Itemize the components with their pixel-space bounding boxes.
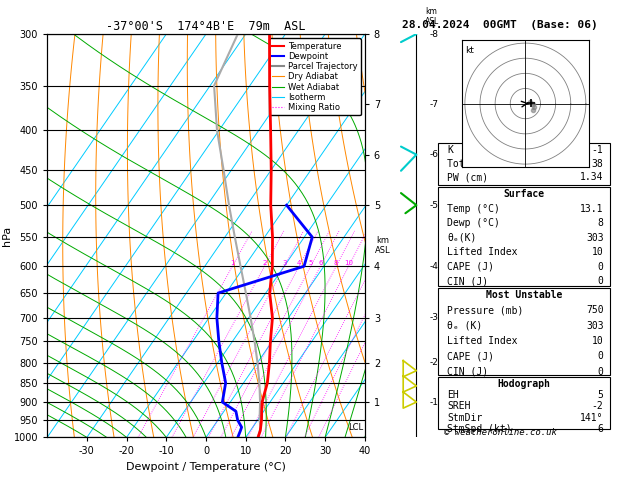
- Text: 5: 5: [308, 260, 313, 266]
- Text: -8: -8: [430, 30, 438, 38]
- Legend: Temperature, Dewpoint, Parcel Trajectory, Dry Adiabat, Wet Adiabat, Isotherm, Mi: Temperature, Dewpoint, Parcel Trajectory…: [269, 38, 360, 115]
- Text: CAPE (J): CAPE (J): [447, 262, 494, 272]
- Text: 8: 8: [598, 218, 604, 228]
- Text: Lifted Index: Lifted Index: [447, 336, 518, 346]
- Text: -3: -3: [430, 313, 438, 322]
- Text: -5: -5: [430, 201, 438, 209]
- Text: StmDir: StmDir: [447, 413, 482, 423]
- Text: -1: -1: [430, 398, 438, 407]
- Text: 141°: 141°: [580, 413, 604, 423]
- Text: -2: -2: [592, 401, 604, 412]
- Text: 0: 0: [598, 262, 604, 272]
- Text: LCL: LCL: [348, 423, 363, 432]
- Text: -7: -7: [430, 100, 438, 109]
- Text: 10: 10: [592, 336, 604, 346]
- Text: StmSpd (kt): StmSpd (kt): [447, 424, 512, 434]
- Text: © weatheronline.co.uk: © weatheronline.co.uk: [443, 428, 557, 436]
- Text: Dewp (°C): Dewp (°C): [447, 218, 500, 228]
- Text: 5: 5: [598, 390, 604, 400]
- Text: SREH: SREH: [447, 401, 470, 412]
- Y-axis label: km
ASL: km ASL: [375, 236, 391, 255]
- Text: 303: 303: [586, 321, 604, 331]
- Text: 38: 38: [592, 158, 604, 169]
- Text: 13.1: 13.1: [580, 204, 604, 214]
- Text: θₑ (K): θₑ (K): [447, 321, 482, 331]
- Text: PW (cm): PW (cm): [447, 173, 488, 182]
- Text: 1.34: 1.34: [580, 173, 604, 182]
- Text: Temp (°C): Temp (°C): [447, 204, 500, 214]
- Text: 10: 10: [344, 260, 353, 266]
- Text: -1: -1: [592, 145, 604, 155]
- Text: km
ASL: km ASL: [425, 6, 440, 26]
- Text: -6: -6: [430, 150, 438, 159]
- Text: 0: 0: [598, 277, 604, 286]
- Text: 0: 0: [598, 351, 604, 362]
- Text: Most Unstable: Most Unstable: [486, 290, 562, 300]
- Title: -37°00'S  174°4B'E  79m  ASL: -37°00'S 174°4B'E 79m ASL: [106, 20, 306, 33]
- Text: Lifted Index: Lifted Index: [447, 247, 518, 258]
- Bar: [438, 288, 610, 375]
- Text: K: K: [447, 145, 453, 155]
- Text: 6: 6: [318, 260, 323, 266]
- Text: 10: 10: [592, 247, 604, 258]
- Text: CIN (J): CIN (J): [447, 277, 488, 286]
- Text: 1: 1: [230, 260, 235, 266]
- Text: 3: 3: [282, 260, 287, 266]
- Text: EH: EH: [447, 390, 459, 400]
- Text: -2: -2: [430, 358, 438, 367]
- Text: 6: 6: [598, 424, 604, 434]
- Text: -4: -4: [430, 262, 438, 271]
- Text: 4: 4: [297, 260, 301, 266]
- Text: Surface: Surface: [504, 190, 545, 199]
- Text: kt: kt: [465, 46, 474, 55]
- Bar: [438, 187, 610, 286]
- Text: 8: 8: [334, 260, 338, 266]
- Bar: [438, 143, 610, 185]
- Text: CIN (J): CIN (J): [447, 367, 488, 377]
- Text: CAPE (J): CAPE (J): [447, 351, 494, 362]
- Text: Totals Totals: Totals Totals: [447, 158, 523, 169]
- Bar: [438, 377, 610, 429]
- Text: 28.04.2024  00GMT  (Base: 06): 28.04.2024 00GMT (Base: 06): [402, 20, 598, 30]
- Text: 750: 750: [586, 306, 604, 315]
- Text: Hodograph: Hodograph: [498, 379, 551, 389]
- Text: 0: 0: [598, 367, 604, 377]
- Y-axis label: hPa: hPa: [3, 226, 12, 246]
- X-axis label: Dewpoint / Temperature (°C): Dewpoint / Temperature (°C): [126, 462, 286, 472]
- Text: 303: 303: [586, 233, 604, 243]
- Text: Pressure (mb): Pressure (mb): [447, 306, 523, 315]
- Text: θₑ(K): θₑ(K): [447, 233, 477, 243]
- Text: 2: 2: [262, 260, 267, 266]
